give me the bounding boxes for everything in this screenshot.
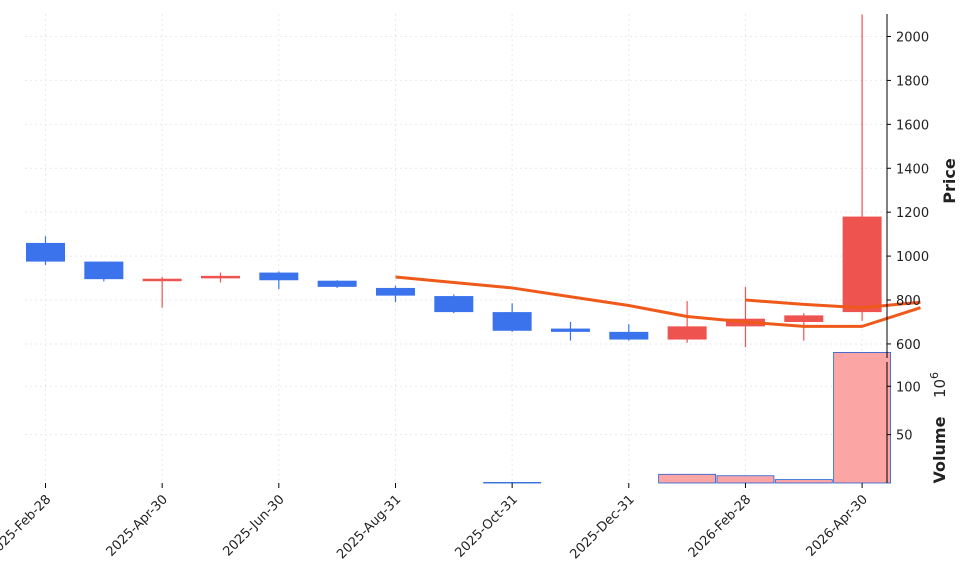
volume-multiplier-label: 106 (928, 372, 949, 398)
moving-average-line (395, 275, 921, 328)
candle-body (142, 278, 182, 282)
candle-body (609, 331, 649, 340)
moving-averages (395, 275, 921, 328)
price-tick-label: 1000 (896, 250, 929, 265)
volume-bar (833, 352, 892, 484)
candle-body (784, 315, 824, 322)
candle-body (550, 328, 590, 332)
x-tick-label: 2025-Aug-31 (334, 492, 404, 562)
x-tick-label: 2026-Apr-30 (803, 492, 870, 559)
price-tick-label: 1200 (896, 206, 929, 221)
volume-tick-label: 50 (896, 429, 913, 444)
volume-axis-label: Volume (930, 416, 949, 483)
axes: Price Volume 106 (886, 14, 959, 483)
x-tick-label: 2025-Jun-30 (220, 492, 287, 559)
price-tick-label: 1800 (896, 74, 929, 89)
grid (25, 14, 887, 483)
price-tick-label: 2000 (896, 31, 929, 46)
volume-multiplier-base: 10 (931, 379, 949, 398)
price-axis-label: Price (940, 158, 959, 204)
volume-multiplier-exponent: 6 (928, 372, 941, 379)
price-tick-label: 600 (896, 338, 921, 353)
moving-average-line (745, 298, 921, 310)
volume-bar (658, 473, 717, 484)
candle-body (375, 287, 415, 296)
price-tick-label: 1600 (896, 118, 929, 133)
candle-body (259, 272, 299, 281)
candle-body (84, 261, 124, 280)
price-tick-label: 1400 (896, 162, 929, 177)
x-ticks: 2025-Feb-28 2025-Apr-30 2025-Jun-30 2025-Au… (0, 483, 871, 562)
volume-panel (483, 352, 892, 484)
y-ticks: 600 800 1000 1200 1400 1600 1800 2000 50 100 (887, 31, 929, 444)
volume-bar (774, 479, 833, 484)
candle-body (492, 312, 532, 331)
candle-body (434, 296, 474, 313)
candle-body (317, 280, 357, 287)
volume-bar (716, 475, 775, 484)
candle-body (26, 242, 65, 262)
x-tick-label: 2026-Feb-28 (686, 492, 755, 561)
candle-body (200, 275, 240, 279)
candle-body (842, 216, 882, 313)
volume-tick-label: 100 (896, 380, 921, 395)
price-panel (26, 14, 882, 348)
candle-body (667, 326, 707, 340)
x-tick-label: 2025-Feb-28 (0, 492, 54, 561)
price-tick-label: 800 (896, 294, 921, 309)
x-tick-label: 2025-Dec-31 (568, 492, 638, 562)
x-tick-label: 2025-Apr-30 (104, 492, 171, 559)
x-tick-label: 2025-Oct-31 (452, 492, 520, 560)
